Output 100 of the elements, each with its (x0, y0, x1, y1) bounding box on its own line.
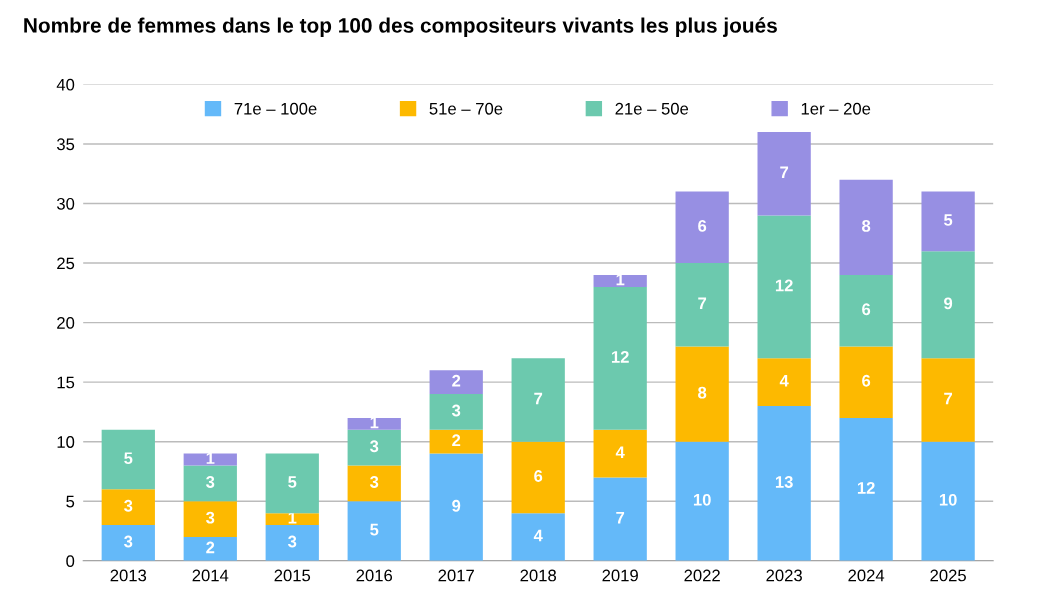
bar (675, 263, 729, 347)
bar (511, 441, 565, 514)
bar (265, 513, 319, 526)
data-label: 3 (288, 535, 297, 548)
bar (675, 346, 729, 442)
x-tick-label: 2023 (766, 569, 802, 582)
data-label: 2 (452, 434, 461, 447)
bar (921, 358, 975, 442)
bar (839, 274, 893, 347)
data-label: 2 (452, 374, 461, 387)
bar (675, 441, 729, 561)
data-label: 7 (616, 511, 625, 524)
y-tick-label: 5 (66, 495, 75, 508)
data-label: 8 (862, 220, 871, 232)
y-tick-label: 40 (56, 78, 75, 91)
bar (347, 429, 401, 466)
x-tick-label: 2013 (110, 569, 147, 582)
data-label: 9 (452, 499, 461, 512)
bar (757, 405, 811, 561)
x-tick-label: 2018 (520, 569, 557, 582)
bar (265, 525, 319, 561)
data-label: 4 (533, 529, 543, 542)
data-label: 1 (206, 452, 215, 464)
data-label: 6 (862, 374, 871, 387)
data-label: 5 (124, 452, 133, 465)
y-tick-label: 35 (56, 138, 75, 151)
bar (921, 251, 975, 359)
x-tick-label: 2022 (684, 569, 720, 582)
bar (511, 358, 565, 442)
x-tick-label: 2015 (274, 569, 311, 582)
data-label: 4 (615, 446, 625, 458)
bar (593, 429, 647, 478)
bar (839, 417, 893, 561)
data-label: 13 (775, 476, 793, 488)
data-label: 2 (206, 541, 215, 554)
data-label: 7 (944, 392, 953, 405)
legend-label: 51e – 70e (429, 102, 503, 115)
y-tick-label: 0 (66, 555, 75, 567)
data-label: 3 (451, 404, 461, 417)
bar (757, 358, 811, 406)
y-tick-label: 30 (56, 197, 75, 210)
bar (839, 179, 893, 275)
data-label: 3 (369, 476, 379, 488)
bar (593, 286, 647, 430)
data-label: 5 (288, 476, 297, 488)
bar (675, 191, 729, 264)
bar (757, 215, 811, 359)
bar (347, 501, 401, 561)
bar (511, 513, 565, 561)
y-tick-label: 25 (57, 257, 75, 270)
data-label: 7 (698, 297, 707, 310)
bar (921, 441, 975, 561)
data-label: 7 (534, 392, 543, 405)
x-tick-label: 2016 (356, 569, 393, 582)
legend-label: 71e – 100e (234, 102, 317, 115)
x-tick-label: 2019 (602, 569, 638, 582)
bar (757, 132, 811, 216)
bar (101, 429, 155, 490)
bar (183, 501, 237, 537)
bar (429, 394, 483, 430)
y-tick-label: 15 (57, 376, 75, 389)
bar (429, 429, 483, 454)
x-tick-label: 2014 (192, 569, 229, 582)
x-tick-label: 2024 (848, 569, 885, 582)
data-label: 3 (124, 499, 133, 512)
data-label: 6 (862, 303, 871, 316)
y-tick-label: 20 (57, 317, 75, 329)
data-label: 7 (780, 166, 789, 179)
legend-label: 21e – 50e (615, 102, 689, 115)
data-label: 4 (779, 374, 789, 387)
bar (265, 453, 319, 514)
bar (429, 370, 483, 395)
data-label: 10 (939, 493, 957, 506)
data-label: 8 (698, 386, 707, 399)
data-label: 3 (206, 511, 215, 524)
data-label: 3 (206, 476, 215, 488)
x-tick-label: 2025 (930, 569, 966, 582)
data-label: 5 (943, 214, 953, 226)
data-label: 9 (944, 297, 953, 310)
bar (183, 453, 237, 466)
data-label: 12 (611, 351, 629, 363)
bar (839, 346, 893, 418)
data-label: 6 (534, 470, 543, 482)
data-label: 5 (370, 523, 379, 536)
bar (429, 453, 483, 561)
bar (347, 417, 401, 430)
bar (101, 525, 155, 561)
bar (347, 465, 401, 502)
data-label: 6 (698, 220, 707, 232)
data-label: 12 (857, 482, 875, 494)
data-label: 3 (124, 535, 133, 548)
bar (921, 191, 975, 252)
bar (593, 477, 647, 561)
legend-label: 1er – 20e (801, 102, 871, 115)
y-tick-label: 10 (57, 436, 75, 448)
bar (593, 274, 647, 287)
data-label: 12 (775, 279, 793, 292)
x-tick-label: 2017 (438, 569, 474, 582)
data-label: 3 (369, 440, 379, 453)
data-label: 10 (693, 493, 711, 506)
